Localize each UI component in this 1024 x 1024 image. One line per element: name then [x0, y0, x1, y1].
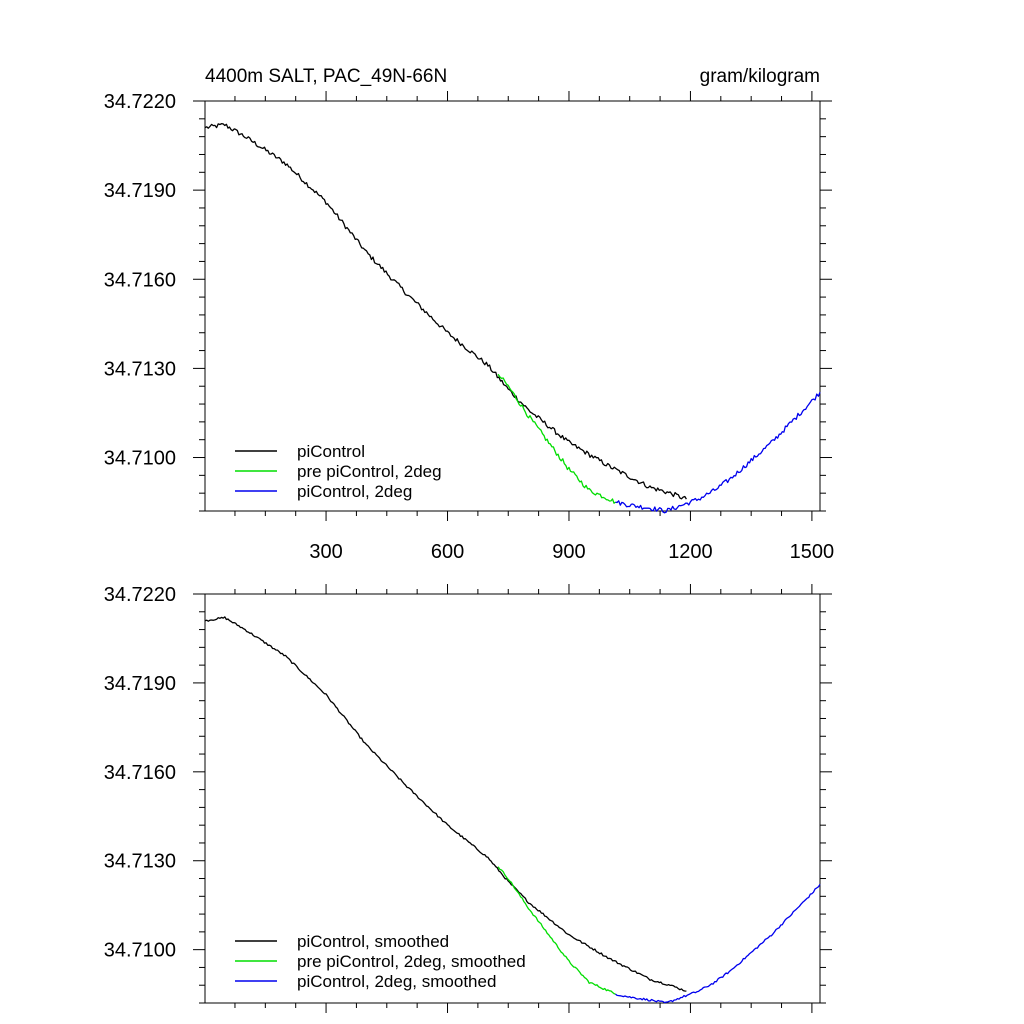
x-tick-label: 1500 — [790, 541, 835, 563]
series-line-2 — [615, 391, 821, 514]
y-tick-label: 34.7220 — [104, 584, 176, 606]
x-tick-label: 900 — [552, 541, 585, 563]
units-label: gram/kilogram — [700, 66, 820, 87]
legend-label-1: pre piControl, 2deg, smoothed — [297, 952, 526, 971]
legend-label-0: piControl — [297, 442, 365, 461]
y-tick-label: 34.7190 — [104, 180, 176, 202]
legend-label-0: piControl, smoothed — [297, 932, 449, 951]
plot-frame — [204, 593, 821, 1004]
x-tick-label: 600 — [431, 541, 464, 563]
chart-title: 4400m SALT, PAC_49N-66N — [205, 66, 447, 87]
y-tick-label: 34.7100 — [104, 448, 176, 470]
legend-label-2: piControl, 2deg — [297, 482, 412, 501]
y-tick-label: 34.7160 — [104, 269, 176, 291]
panel-raw: 4400m SALT, PAC_49N-66N gram/kilogram 30… — [104, 66, 834, 563]
series-line-1 — [497, 373, 616, 504]
panel-smoothed: 34.7220 34.7190 34.7160 34.7130 34.7100 piCon… — [104, 584, 832, 1013]
x-tick-label: 300 — [309, 541, 342, 563]
legend-label-1: pre piControl, 2deg — [297, 462, 442, 481]
y-tick-label: 34.7220 — [104, 91, 176, 113]
y-tick-label: 34.7160 — [104, 762, 176, 784]
legend-label-2: piControl, 2deg, smoothed — [297, 972, 496, 991]
series-line-0 — [204, 616, 687, 992]
series-line-2 — [615, 884, 821, 1004]
y-tick-label: 34.7190 — [104, 673, 176, 695]
y-tick-label: 34.7100 — [104, 940, 176, 962]
plot-frame — [204, 100, 821, 512]
series-line-1 — [497, 866, 616, 995]
x-tick-label: 1200 — [668, 541, 713, 563]
y-tick-label: 34.7130 — [104, 358, 176, 380]
y-tick-label: 34.7130 — [104, 851, 176, 873]
series-line-0 — [204, 123, 687, 500]
